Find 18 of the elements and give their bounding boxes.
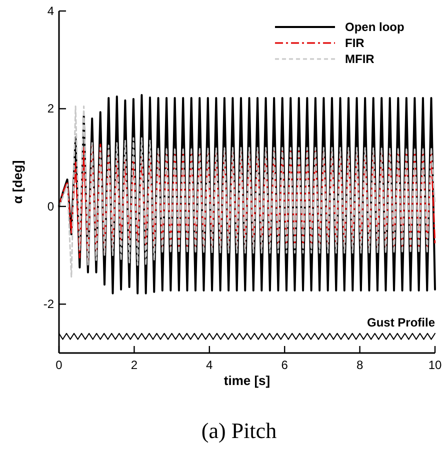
line-series (58, 142, 436, 261)
x-tick-label: 4 (206, 358, 214, 372)
y-tick-label: 2 (47, 102, 54, 116)
legend-label: Open loop (345, 20, 404, 34)
x-tick-label: 0 (56, 358, 63, 372)
legend-label: FIR (345, 36, 365, 50)
y-tick-label: 0 (47, 199, 54, 214)
y-axis-title: α [deg] (10, 160, 25, 204)
x-tick-label: 2 (130, 358, 138, 372)
y-tick-label: 4 (47, 4, 54, 18)
x-axis-title: time [s] (224, 373, 270, 388)
y-tick-label: -2 (43, 297, 54, 312)
annotation: Gust Profile (366, 315, 436, 330)
legend-label: MFIR (345, 52, 375, 66)
x-tick-label: 8 (356, 358, 364, 372)
text: (a) Pitch (201, 418, 277, 443)
x-tick-label: 10 (428, 358, 442, 372)
x-tick-label: 6 (281, 358, 288, 372)
